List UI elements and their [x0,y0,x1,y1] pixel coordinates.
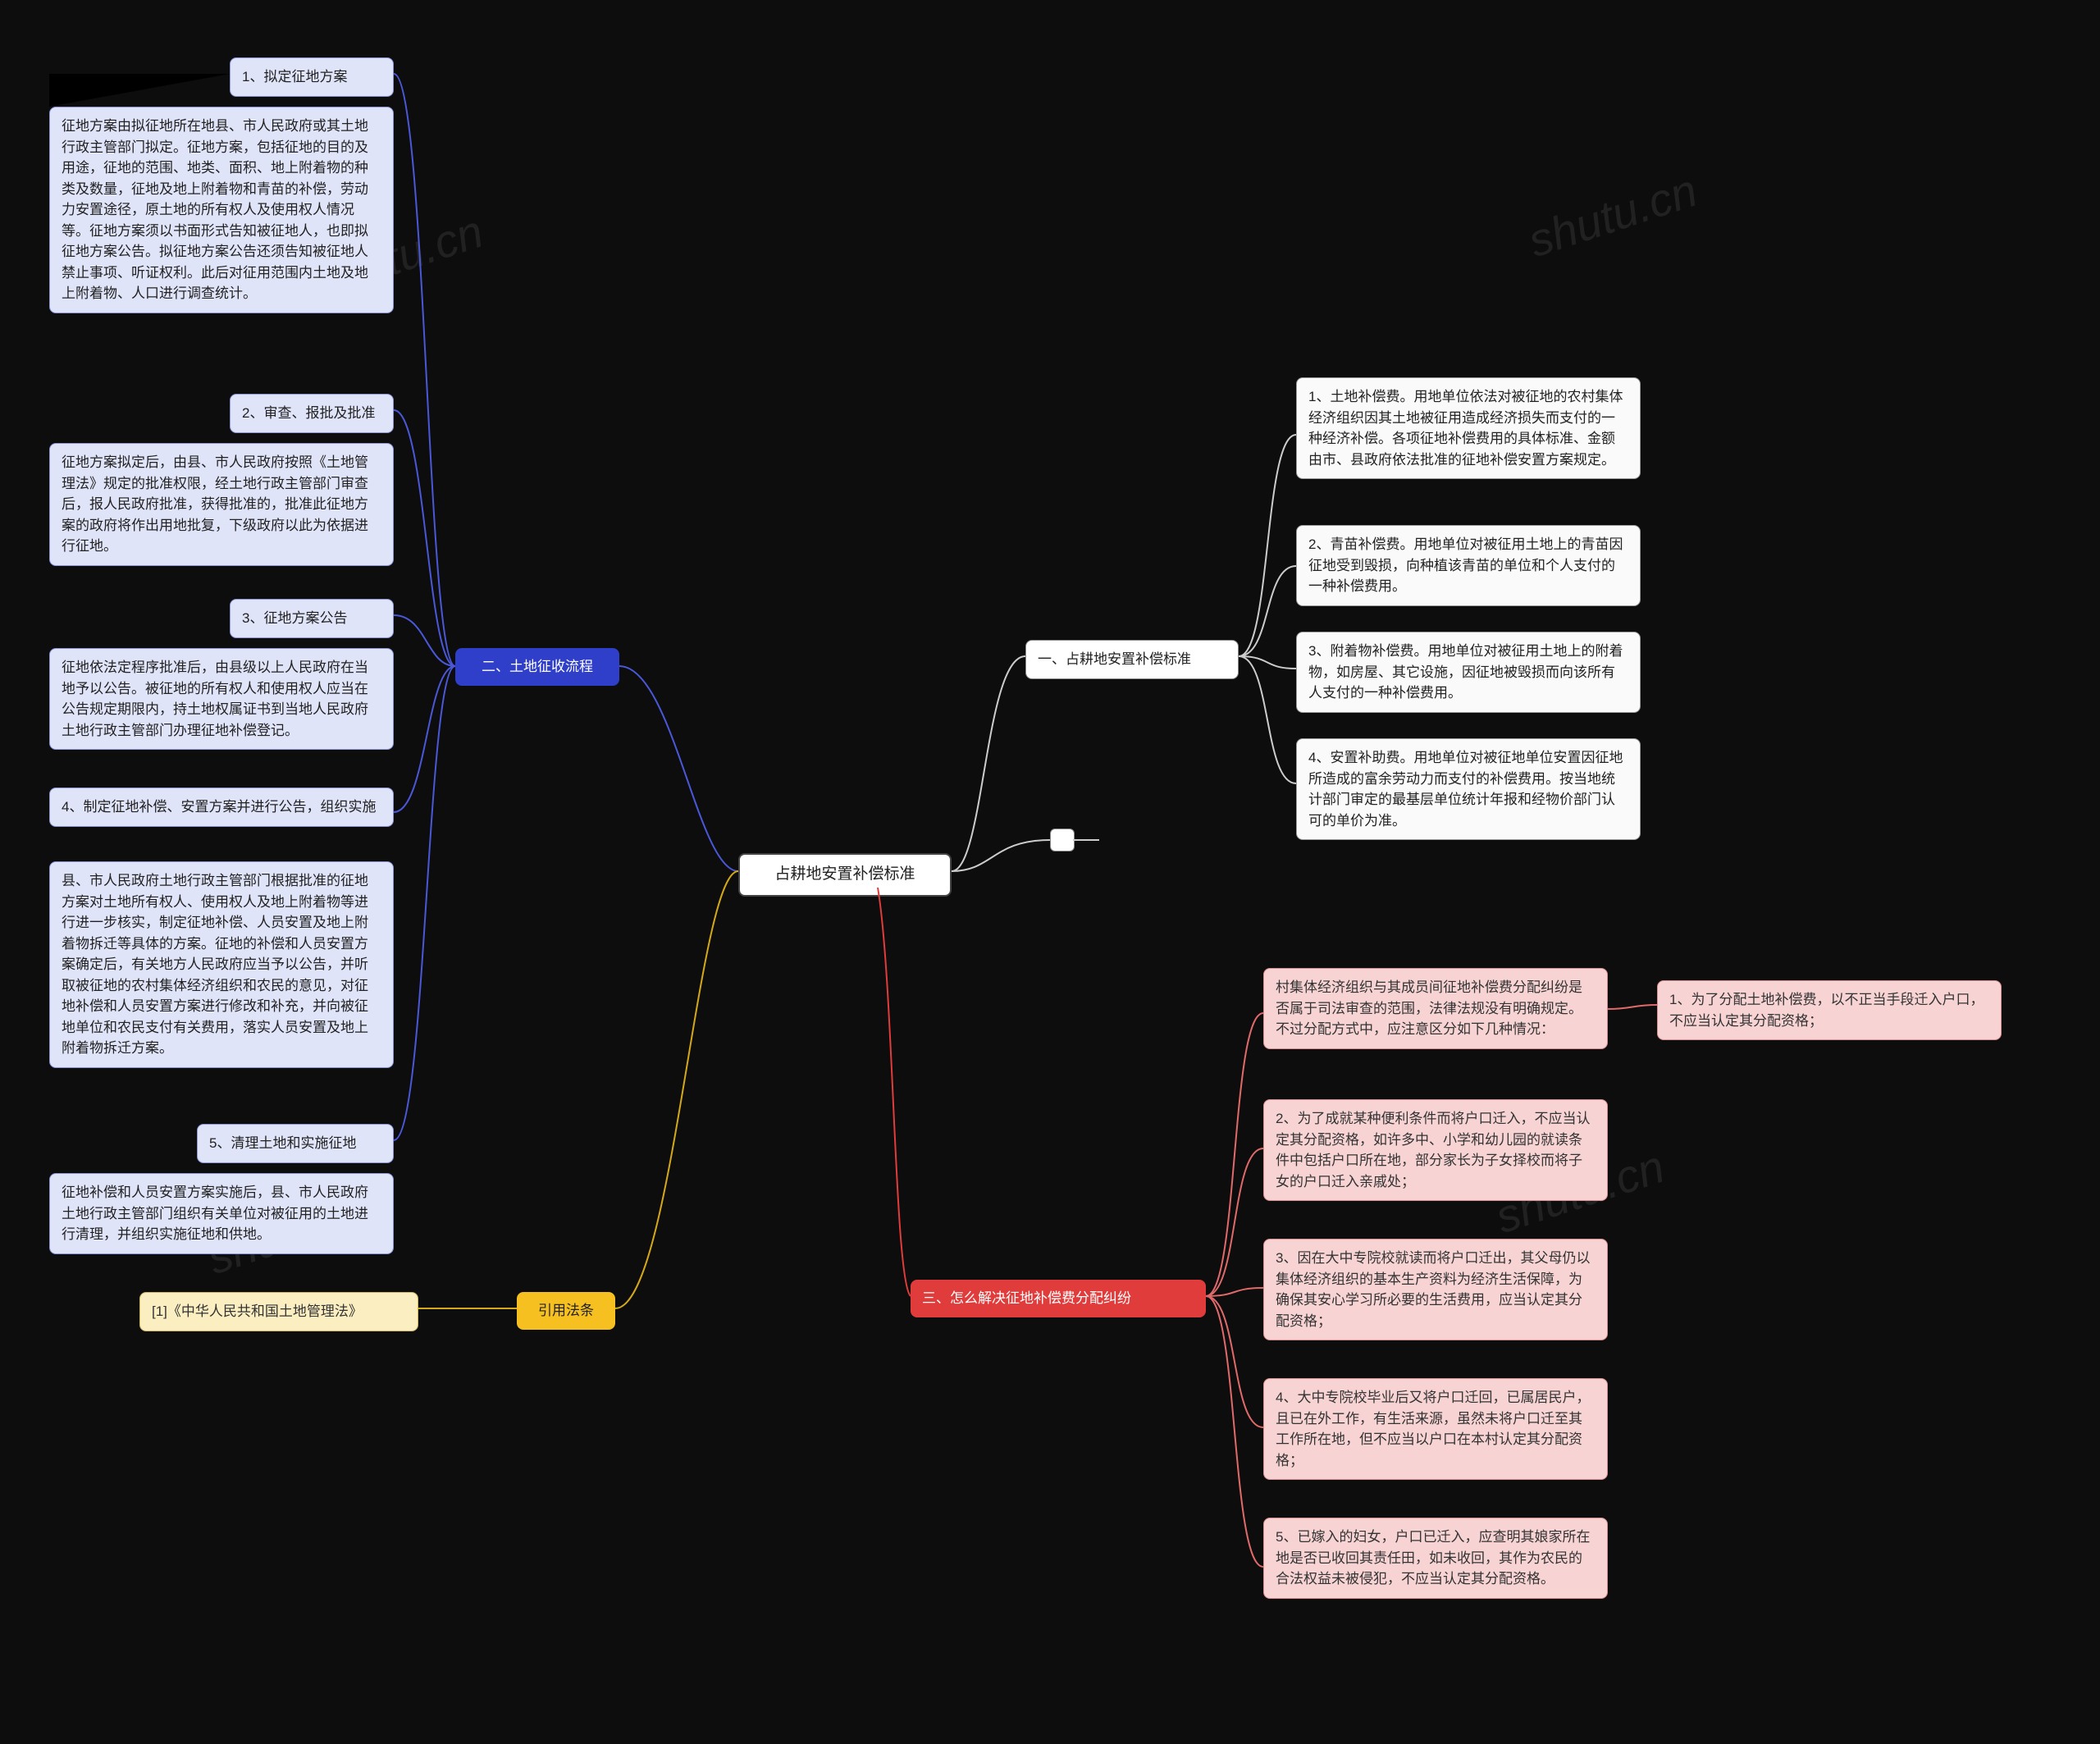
cite-title: 引用法条 [517,1292,615,1330]
section3-item-4: 4、大中专院校毕业后又将户口迁回，已属居民户，且已在外工作，有生活来源，虽然未将… [1263,1378,1608,1480]
section3-item-1: 1、为了分配土地补偿费，以不正当手段迁入户口，不应当认定其分配资格； [1657,980,2002,1040]
section2-b4: 县、市人民政府土地行政主管部门根据批准的征地方案对土地所有权人、使用权人及地上附… [49,861,394,1068]
section2-h5: 5、清理土地和实施征地 [197,1124,394,1163]
section2-b3: 征地依法定程序批准后，由县级以上人民政府在当地予以公告。被征地的所有权人和使用权… [49,648,394,750]
section2-title: 二、土地征收流程 [455,648,619,686]
section1-item-3: 3、附着物补偿费。用地单位对被征用土地上的附着物，如房屋、其它设施，因征地被毁损… [1296,632,1641,713]
section3-title: 三、怎么解决征地补偿费分配纠纷 [911,1280,1206,1317]
section1-item-2: 2、青苗补偿费。用地单位对被征用土地上的青苗因征地受到毁损，向种植该青苗的单位和… [1296,525,1641,606]
root-node: 占耕地安置补偿标准 [738,853,952,897]
watermark: shutu.cn [1522,163,1703,267]
section3-intro: 村集体经济组织与其成员间征地补偿费分配纠纷是否属于司法审查的范围，法律法规没有明… [1263,968,1608,1049]
section1-item-1: 1、土地补偿费。用地单位依法对被征地的农村集体经济组织因其土地被征用造成经济损失… [1296,377,1641,479]
section2-h1: 1、拟定征地方案 [230,57,394,97]
section3-item-3: 3、因在大中专院校就读而将户口迁出，其父母仍以集体经济组织的基本生产资料为经济生… [1263,1239,1608,1340]
section1-item-4: 4、安置补助费。用地单位对被征地单位安置因征地所造成的富余劳动力而支付的补偿费用… [1296,738,1641,840]
section1-collapsed [1050,829,1075,851]
section3-item-2: 2、为了成就某种便利条件而将户口迁入，不应当认定其分配资格，如许多中、小学和幼儿… [1263,1099,1608,1201]
section2-b1: 征地方案由拟征地所在地县、市人民政府或其土地行政主管部门拟定。征地方案，包括征地… [49,107,394,313]
section2-h4: 4、制定征地补偿、安置方案并进行公告，组织实施 [49,788,394,827]
section1-title: 一、占耕地安置补偿标准 [1025,640,1239,679]
section3-item-5: 5、已嫁入的妇女，户口已迁入，应查明其娘家所在地是否已收回其责任田，如未收回，其… [1263,1518,1608,1599]
section2-h3: 3、征地方案公告 [230,599,394,638]
section2-b2: 征地方案拟定后，由县、市人民政府按照《土地管理法》规定的批准权限，经土地行政主管… [49,443,394,566]
section2-h2: 2、审查、报批及批准 [230,394,394,433]
section2-b5: 征地补偿和人员安置方案实施后，县、市人民政府土地行政主管部门组织有关单位对被征用… [49,1173,394,1254]
cite-item: [1]《中华人民共和国土地管理法》 [139,1292,418,1331]
